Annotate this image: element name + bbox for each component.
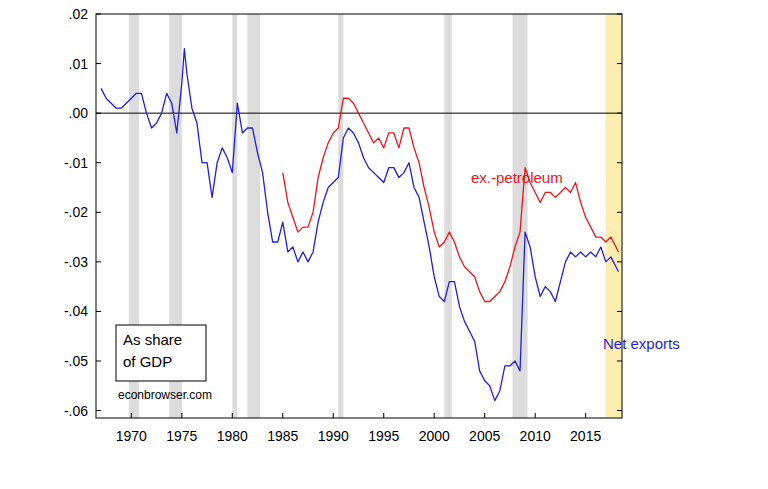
y-tick bbox=[96, 410, 101, 411]
series-label: ex.-petroleum bbox=[471, 169, 563, 186]
y-tick bbox=[96, 63, 101, 64]
plot-area bbox=[96, 14, 622, 418]
x-tick bbox=[434, 413, 435, 418]
recession-band bbox=[444, 14, 452, 418]
x-tick bbox=[333, 413, 334, 418]
x-tick-label: 1980 bbox=[217, 428, 248, 444]
y-tick bbox=[96, 360, 101, 361]
y-tick bbox=[96, 261, 101, 262]
background bbox=[0, 0, 768, 489]
y-tick bbox=[96, 113, 101, 114]
recession-band bbox=[247, 14, 260, 418]
recession-band bbox=[338, 14, 343, 418]
x-tick bbox=[232, 413, 233, 418]
recession-band bbox=[232, 14, 237, 418]
y-tick-label: -.06 bbox=[64, 403, 88, 419]
y-tick bbox=[617, 311, 622, 312]
x-tick-label: 1985 bbox=[267, 428, 298, 444]
y-tick bbox=[617, 113, 622, 114]
x-tick-label: 2005 bbox=[469, 428, 500, 444]
x-tick bbox=[131, 413, 132, 418]
y-tick bbox=[617, 360, 622, 361]
x-tick-label: 1995 bbox=[368, 428, 399, 444]
annotation-box bbox=[116, 325, 206, 381]
series-label: Net exports bbox=[603, 335, 680, 352]
y-tick-label: -.05 bbox=[64, 353, 88, 369]
y-tick bbox=[617, 63, 622, 64]
y-tick bbox=[96, 162, 101, 163]
y-tick bbox=[617, 410, 622, 411]
y-tick-label: -.02 bbox=[64, 204, 88, 220]
y-tick bbox=[96, 311, 101, 312]
credit: econbrowser.com bbox=[118, 388, 212, 402]
x-tick-label: 2010 bbox=[520, 428, 551, 444]
series-line bbox=[101, 49, 618, 401]
y-tick bbox=[617, 261, 622, 262]
x-tick-label: 1970 bbox=[116, 428, 147, 444]
y-tick-label: -.01 bbox=[64, 155, 88, 171]
y-tick bbox=[617, 14, 622, 15]
plot-frame bbox=[96, 14, 622, 418]
y-tick-label: .01 bbox=[69, 56, 89, 72]
x-tick bbox=[484, 413, 485, 418]
x-tick-label: 2015 bbox=[570, 428, 601, 444]
x-tick-label: 1975 bbox=[166, 428, 197, 444]
x-tick bbox=[282, 413, 283, 418]
y-tick-label: -.04 bbox=[64, 303, 88, 319]
y-tick bbox=[617, 212, 622, 213]
y-tick-label: -.03 bbox=[64, 254, 88, 270]
y-tick bbox=[96, 212, 101, 213]
chart: .02 .01 .00 -.01 -.02 -.03 -.04 -.05 -.06 1970 197… bbox=[0, 0, 768, 489]
x-tick bbox=[383, 413, 384, 418]
y-tick bbox=[617, 162, 622, 163]
x-tick bbox=[535, 413, 536, 418]
x-tick bbox=[585, 413, 586, 418]
highlight-band bbox=[606, 14, 622, 418]
y-tick-label: .00 bbox=[69, 105, 89, 121]
x-tick-label: 2000 bbox=[419, 428, 450, 444]
x-tick bbox=[181, 413, 182, 418]
annotation-text: of GDP bbox=[123, 353, 172, 370]
x-tick-label: 1990 bbox=[318, 428, 349, 444]
y-tick bbox=[96, 14, 101, 15]
y-tick-label: .02 bbox=[69, 6, 89, 22]
annotation-text: As share bbox=[123, 331, 182, 348]
series-line bbox=[283, 98, 619, 301]
